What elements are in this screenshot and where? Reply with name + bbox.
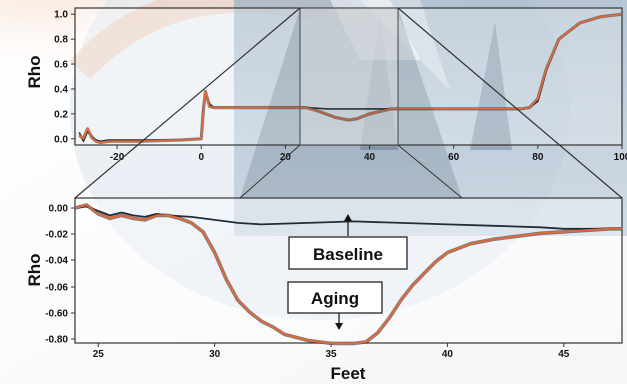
zoom-connectors xyxy=(74,7,623,199)
top-y-axis-label: Rho xyxy=(25,55,44,88)
aging-label: Aging xyxy=(311,289,359,308)
baseline-arrowhead xyxy=(344,214,352,221)
top-axis-ticks: -200204060801001.00.80.60.40.20.0 xyxy=(54,10,627,163)
zoom-connector-left-outer xyxy=(74,7,301,199)
top-y-tick-label: 0.4 xyxy=(54,84,68,95)
bottom-y-tick-label: -0.60 xyxy=(45,309,68,320)
bottom-y-axis-label: Rho xyxy=(25,253,44,286)
baseline-label-box xyxy=(288,236,408,270)
bottom-y-tick-label: -0.80 xyxy=(45,335,68,346)
aging-label-box xyxy=(287,281,383,314)
aging-series-line xyxy=(74,204,622,345)
baseline-label: Baseline xyxy=(313,245,383,264)
top-y-tick-label: 0.8 xyxy=(54,35,68,46)
zoom-connector-right-inner xyxy=(397,144,463,199)
top-series-orange-line xyxy=(78,13,623,144)
top-y-tick-label: 0.6 xyxy=(54,60,68,71)
bottom-y-tick-label: -0.06 xyxy=(45,283,68,294)
top-x-tick-label: 80 xyxy=(532,152,544,163)
baseline-callout: Baseline xyxy=(288,214,408,270)
bottom-x-tick-label: 40 xyxy=(442,349,454,360)
bottom-x-tick-label: 35 xyxy=(325,349,337,360)
top-y-tick-label: 0.0 xyxy=(54,134,68,145)
top-x-tick-label: -20 xyxy=(110,152,125,163)
bottom-y-tick-label: -0.02 xyxy=(45,230,68,241)
bottom-y-tick-label: 0.00 xyxy=(49,204,69,215)
top-series-group xyxy=(78,12,623,145)
bottom-axis-ticks: 25 30 35 40 45 0.00 -0.02 -0.04 -0.06 -0.60 -0.80 xyxy=(45,204,570,361)
zoom-connector-right-outer xyxy=(397,7,623,199)
aging-callout: Aging xyxy=(287,281,383,330)
bottom-x-axis-label: Feet xyxy=(331,364,366,383)
aging-arrowhead xyxy=(335,323,343,330)
bottom-x-tick-label: 25 xyxy=(93,349,105,360)
top-y-tick-label: 0.2 xyxy=(54,109,68,120)
zoom-connector-left-inner xyxy=(239,144,301,199)
baseline-series-line xyxy=(74,205,622,230)
bottom-x-tick-label: 30 xyxy=(209,349,221,360)
bottom-chart-panel: 25 30 35 40 450.00-0.02-0.04-0.06-0.60-0.80 … xyxy=(25,197,623,383)
top-y-tick-label: 1.0 xyxy=(54,10,68,21)
top-chart-panel: -200204060801001.00.80.60.40.20.0 Rho xyxy=(25,7,627,163)
top-x-tick-label: 60 xyxy=(448,152,460,163)
top-x-tick-label: 40 xyxy=(364,152,376,163)
top-x-tick-label: 0 xyxy=(198,152,204,163)
bottom-y-tick-label: -0.04 xyxy=(45,256,68,267)
top-x-tick-label: 100 xyxy=(614,152,627,163)
bottom-x-tick-label: 45 xyxy=(558,349,570,360)
zoom-window xyxy=(299,7,399,146)
bottom-series-group xyxy=(74,203,622,346)
